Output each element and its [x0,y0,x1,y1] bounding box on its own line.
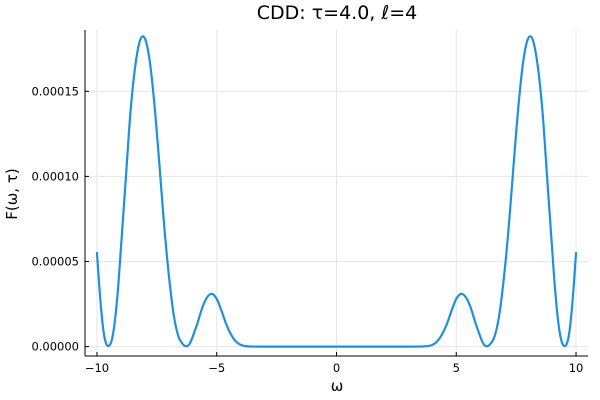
series-layer [95,35,578,348]
y-axis-label: F(ω, τ) [3,168,21,219]
y-tick-label: 0.00000 [31,340,79,354]
tick-labels: −10 −5 0 5 10 0.00000 0.00005 0.00010 0.00015 [31,84,583,375]
axes [84,30,588,357]
series-line [95,35,578,348]
y-tick-label: 0.00005 [31,255,79,269]
x-axis-label: ω [331,377,344,395]
x-tick-label: 0 [333,361,340,375]
y-tick-label: 0.00010 [31,169,79,183]
x-tick-label: −5 [208,361,225,375]
x-tick-label: 5 [453,361,460,375]
x-tick-label: 10 [569,361,584,375]
x-tick-label: −10 [85,361,109,375]
y-tick-label: 0.00015 [31,84,79,98]
chart-title: CDD: τ=4.0, ℓ=4 [257,2,417,24]
